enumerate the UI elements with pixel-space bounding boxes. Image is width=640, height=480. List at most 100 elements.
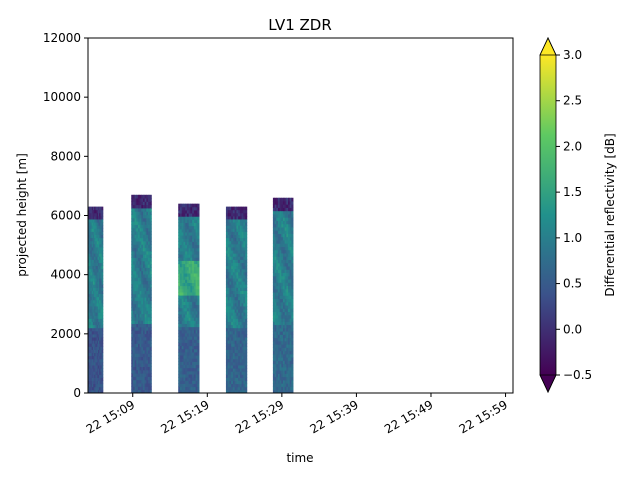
scan-cell xyxy=(193,364,197,369)
scan-cell xyxy=(101,293,104,298)
scan-cell xyxy=(141,194,144,199)
scan-cell xyxy=(286,363,289,368)
scan-cell xyxy=(185,323,188,328)
scan-cell xyxy=(276,366,279,371)
scan-cell xyxy=(131,356,134,361)
scan-cell xyxy=(232,268,236,273)
scan-cell xyxy=(179,247,183,252)
scan-cell xyxy=(274,344,277,348)
scan-cell xyxy=(276,236,279,241)
scan-cell xyxy=(238,262,241,267)
scan-cell xyxy=(131,379,134,384)
scan-cell xyxy=(245,278,248,282)
scan-cell xyxy=(142,214,146,219)
scan-cell xyxy=(192,333,195,337)
scan-cell xyxy=(192,326,195,331)
scan-cell xyxy=(92,271,95,276)
scan-cell xyxy=(195,386,198,391)
scan-cell xyxy=(94,330,96,335)
scan-cell xyxy=(281,253,284,257)
scan-cell xyxy=(137,194,141,199)
scan-cell xyxy=(186,216,190,220)
scan-cell xyxy=(281,331,284,335)
scan-cell xyxy=(142,211,146,216)
scan-cell xyxy=(88,321,90,326)
scan-cell xyxy=(276,233,279,238)
scan-cell xyxy=(234,333,237,338)
scan-cell xyxy=(232,243,236,248)
scan-cell xyxy=(96,222,99,226)
scan-cell xyxy=(183,342,186,347)
scan-cell xyxy=(89,212,91,217)
scan-cell xyxy=(96,265,99,270)
scan-cell xyxy=(99,231,101,235)
scan-cell xyxy=(289,292,292,296)
scan-cell xyxy=(178,301,181,306)
scan-cell xyxy=(136,264,139,268)
scan-cell xyxy=(185,307,188,312)
scan-cell xyxy=(142,224,146,229)
scan-cell xyxy=(186,209,190,214)
scan-cell xyxy=(197,232,200,236)
scan-cell xyxy=(227,343,230,347)
scan-cell xyxy=(95,340,98,344)
scan-cell xyxy=(279,204,282,208)
scan-cell xyxy=(97,253,100,257)
scan-cell xyxy=(231,240,234,245)
scan-cell xyxy=(231,346,234,350)
scan-cell xyxy=(181,292,184,296)
scan-cell xyxy=(276,253,279,257)
scan-cell xyxy=(131,274,134,278)
scan-cell xyxy=(272,340,275,345)
scan-cell xyxy=(192,285,195,290)
scan-cell xyxy=(190,225,193,230)
scan-cell xyxy=(131,280,134,285)
scan-cell xyxy=(227,333,230,338)
scan-cell xyxy=(231,321,234,326)
scan-cell xyxy=(277,275,281,280)
scan-cell xyxy=(234,324,237,329)
scan-cell xyxy=(238,368,241,372)
scan-cell xyxy=(190,367,193,372)
scan-cell xyxy=(96,243,99,248)
scan-cell xyxy=(245,349,248,354)
scan-cell xyxy=(136,254,139,258)
scan-cell xyxy=(142,254,146,258)
scan-cell xyxy=(238,330,241,335)
scan-cell xyxy=(91,215,94,220)
scan-cell xyxy=(241,278,244,282)
scan-cell xyxy=(232,253,236,257)
scan-cell xyxy=(286,386,289,391)
scan-cell xyxy=(277,201,281,205)
scan-cell xyxy=(241,312,244,316)
scan-cell xyxy=(186,238,190,242)
scan-cell xyxy=(139,353,142,358)
scan-cell xyxy=(92,352,95,357)
scan-cell xyxy=(131,250,134,255)
scan-cell xyxy=(95,349,98,354)
scan-cell xyxy=(281,340,284,345)
scan-cell xyxy=(178,386,181,391)
scan-cell xyxy=(243,302,246,307)
scan-cell xyxy=(190,361,193,365)
scan-cell xyxy=(100,324,103,329)
scan-cell xyxy=(279,311,282,316)
scan-cell xyxy=(91,209,94,214)
scan-cell xyxy=(284,266,287,270)
scan-cell xyxy=(282,360,286,365)
scan-cell xyxy=(97,284,100,288)
scan-cell xyxy=(243,228,246,232)
scan-cell xyxy=(288,262,291,267)
scan-cell xyxy=(185,260,188,265)
scan-cell xyxy=(229,377,232,381)
scan-cell xyxy=(195,345,198,350)
scan-cell xyxy=(136,363,139,367)
scan-cell xyxy=(90,355,93,360)
scan-cell xyxy=(288,331,291,335)
scan-cell xyxy=(149,369,152,374)
scan-cell xyxy=(236,290,239,294)
scan-cell xyxy=(195,282,198,287)
scan-cell xyxy=(141,303,144,308)
scan-cell xyxy=(274,376,277,381)
scan-cell xyxy=(90,287,93,291)
